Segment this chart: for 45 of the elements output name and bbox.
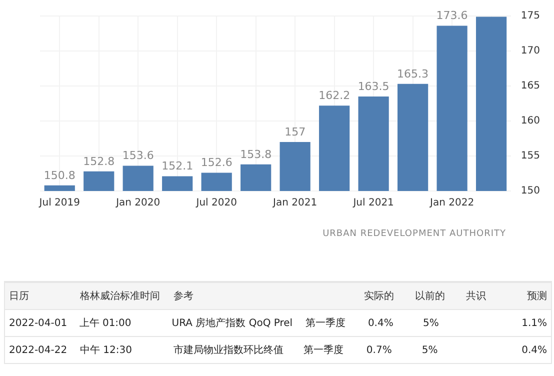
x-tick-label: Jul 2021 [352,198,394,209]
text: 1.1% [522,318,547,328]
x-tick-label: Jan 2022 [429,198,474,209]
data-label: 165.3 [397,67,429,80]
text: 第一季度 [303,345,344,356]
category-label: 实际的 [364,291,394,302]
text: 0.4% [368,318,394,328]
text: 上午 01:00 [79,318,132,329]
text: 市建局物业指数环比终值 [173,345,284,356]
category-label: 共识 [466,291,486,302]
category-label: 格林威治标准时间 [80,291,160,302]
data-label: 152.1 [162,160,194,173]
data-label: 153.8 [240,148,272,161]
text: 5% [422,318,439,328]
text: URBAN REDEVELOPMENT AUTHORITY [322,229,506,239]
x-tick-label: Jan 2021 [272,198,318,209]
data-label: 162.2 [318,88,350,102]
y-tick-label: 160 [520,116,540,127]
data-label: 163.5 [358,80,390,93]
data-label: 152.6 [200,156,232,170]
category-label: 以前的 [414,291,445,302]
category-label: 预测 [527,291,548,302]
x-tick-label: Jul 2020 [195,198,237,209]
data-label: 153.6 [122,149,154,162]
text: 0.7% [366,344,392,356]
text: 5% [422,344,438,356]
y-tick-label: 155 [520,150,540,162]
category-label: 参考 [173,291,194,302]
text: URA 房地产指数 QoQ Prel [172,318,293,329]
data-label: 157 [284,125,306,138]
x-tick-label: Jul 2019 [38,198,80,209]
text: 2022-04-01 [9,318,68,328]
category-label: 日历 [9,291,29,302]
data-label: 173.6 [436,9,468,22]
y-tick-label: 175 [520,10,540,22]
text: 0.4% [522,344,548,356]
text: 中午 12:30 [80,345,132,356]
y-tick-label: 165 [520,80,540,92]
data-label: 150.8 [44,168,76,182]
x-tick-label: Jan 2020 [115,198,160,209]
text: 2022-04-22 [9,344,68,356]
y-tick-label: 170 [520,46,540,57]
text: 第一季度 [305,318,346,329]
data-label: 152.8 [83,154,115,168]
y-tick-label: 150 [520,186,540,197]
